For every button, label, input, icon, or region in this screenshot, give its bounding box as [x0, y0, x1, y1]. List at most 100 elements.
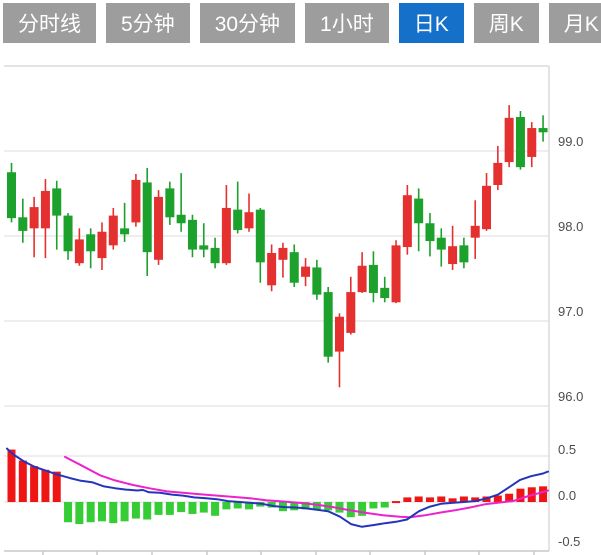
candle-body: [74, 239, 84, 264]
dea-line: [64, 455, 549, 519]
candle-body: [108, 215, 118, 246]
macd-bar-positive: [493, 495, 502, 502]
candle-body: [278, 247, 288, 260]
candle-body: [131, 179, 141, 223]
macd-bar-negative: [369, 502, 378, 509]
tab-timeframe-2[interactable]: 30分钟: [199, 3, 296, 43]
macd-bar-positive: [30, 466, 39, 502]
candle-body: [504, 117, 514, 163]
candle-body: [40, 190, 50, 229]
macd-bar-positive: [539, 486, 548, 502]
tab-timeframe-1[interactable]: 5分钟: [106, 3, 190, 43]
candle-body: [515, 117, 525, 168]
candle-body: [312, 267, 322, 295]
candle-body: [63, 215, 73, 252]
macd-bar-positive: [392, 501, 401, 504]
candle-body: [120, 228, 130, 235]
candle-body: [7, 172, 16, 219]
macd-bar-negative: [120, 502, 129, 522]
macd-bar-negative: [154, 502, 163, 515]
candle-body: [414, 198, 424, 224]
tab-timeframe-4[interactable]: 日K: [398, 3, 464, 43]
macd-bar-positive: [41, 469, 50, 502]
macd-bar-negative: [301, 502, 310, 510]
macd-bar-negative: [109, 502, 118, 524]
candle-body: [448, 246, 458, 265]
candle-body: [323, 292, 333, 357]
candle-body: [267, 253, 277, 286]
candle-body: [402, 195, 412, 248]
tab-timeframe-3[interactable]: 1小时: [305, 3, 389, 43]
candle-body: [391, 245, 401, 303]
candle-body: [301, 266, 311, 277]
macd-bar-positive: [505, 493, 514, 502]
price-tick-label: 98.0: [558, 219, 583, 234]
macd-bar-negative: [222, 502, 231, 510]
candle-body: [470, 225, 480, 238]
candle-body: [97, 231, 107, 259]
candle-body: [52, 188, 62, 216]
candle-body: [221, 207, 231, 264]
candle-body: [527, 128, 537, 157]
macd-bar-positive: [516, 488, 525, 502]
macd-bar-negative: [86, 502, 95, 523]
candle-body: [289, 252, 299, 283]
candle-body: [142, 182, 152, 253]
candle-body: [86, 234, 96, 252]
macd-tick-label: 0.5: [558, 442, 576, 457]
candle-body: [154, 196, 164, 260]
macd-tick-label: -0.5: [558, 534, 580, 549]
candle-body: [233, 209, 243, 231]
macd-bar-positive: [52, 471, 61, 502]
macd-bar-positive: [471, 497, 480, 502]
macd-bar-positive: [7, 449, 16, 502]
timeframe-tabs: 分时线 5分钟 30分钟 1小时 日K 周K 月K: [3, 3, 601, 43]
macd-bar-negative: [335, 502, 344, 513]
macd-bar-negative: [245, 502, 254, 510]
candle-body: [29, 207, 39, 229]
macd-bar-negative: [199, 502, 208, 513]
candle-body: [176, 214, 186, 224]
macd-bar-positive: [414, 496, 423, 502]
macd-bar-negative: [143, 502, 152, 520]
price-tick-label: 96.0: [558, 389, 583, 404]
macd-bar-negative: [177, 502, 186, 513]
macd-bar-negative: [358, 502, 367, 516]
macd-bar-negative: [380, 502, 389, 508]
candle-body: [482, 185, 492, 230]
macd-bar-negative: [131, 502, 140, 519]
tab-timeframe-6[interactable]: 月K: [548, 3, 601, 43]
candle-body: [368, 264, 378, 293]
candlestick-macd-chart[interactable]: 99.0 98.0 97.0 96.0 0.5 0.0 -0.5: [0, 46, 601, 555]
candle-body: [380, 287, 390, 299]
chart-area: 99.0 98.0 97.0 96.0 0.5 0.0 -0.5: [0, 46, 601, 555]
macd-bar-positive: [437, 496, 446, 502]
candle-body: [199, 245, 209, 250]
price-tick-label: 99.0: [558, 134, 583, 149]
dif-line: [6, 447, 549, 528]
macd-bar-negative: [64, 502, 73, 523]
candle-body: [334, 316, 344, 352]
macd-bar-negative: [233, 502, 242, 509]
candle-body: [244, 212, 254, 229]
tab-timeframe-0[interactable]: 分时线: [3, 3, 96, 43]
candle-body: [459, 245, 469, 263]
candle-body: [255, 209, 265, 263]
candle-body: [165, 188, 175, 218]
price-tick-label: 97.0: [558, 304, 583, 319]
macd-tick-label: 0.0: [558, 488, 576, 503]
candle-body: [210, 247, 220, 264]
macd-bar-negative: [290, 502, 299, 511]
macd-bar-negative: [211, 502, 220, 516]
candle-body: [18, 217, 28, 231]
candle-body: [346, 292, 356, 333]
tab-timeframe-5[interactable]: 周K: [473, 3, 539, 43]
macd-bar-negative: [75, 502, 84, 525]
candle-body: [493, 162, 503, 185]
candle-body: [425, 223, 435, 242]
macd-bar-positive: [18, 460, 27, 502]
candle-body: [538, 128, 548, 133]
candle-body: [357, 265, 367, 293]
macd-bar-positive: [403, 497, 412, 502]
macd-bar-negative: [165, 502, 174, 515]
